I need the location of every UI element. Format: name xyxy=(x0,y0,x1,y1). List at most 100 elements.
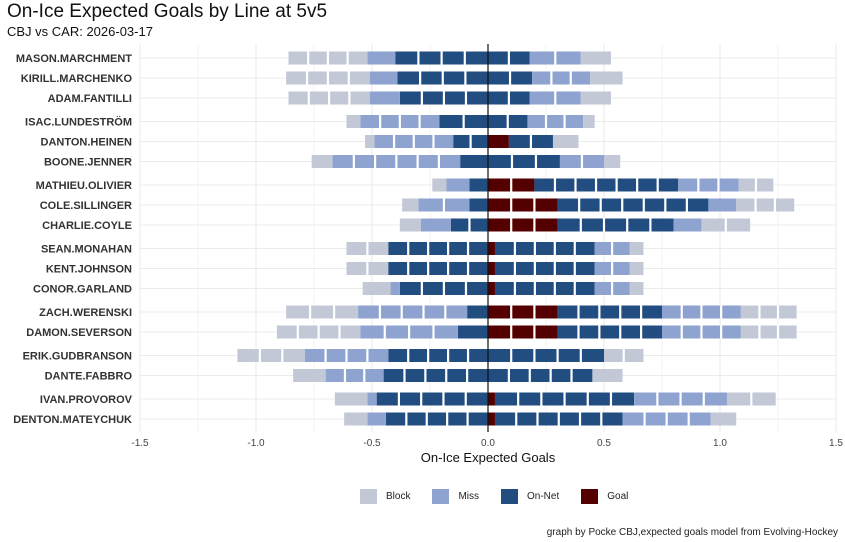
legend-label-miss: Miss xyxy=(458,491,480,502)
bar-against-miss-isac-lundeström xyxy=(360,115,440,128)
y-tick-label: KENT.JOHNSON xyxy=(46,264,132,276)
bar-for-onnet-charlie-coyle xyxy=(557,218,674,232)
bar-for-miss-charlie-coyle-fill xyxy=(673,218,702,232)
x-tick-label: -1.0 xyxy=(247,438,265,449)
y-tick-label: IVAN.PROVOROV xyxy=(40,394,133,406)
legend-item-goal: Goal xyxy=(581,489,628,504)
bar-against-block-kirill-marchenko xyxy=(286,71,370,85)
bar-against-miss-charlie-coyle xyxy=(420,218,451,232)
bar-for-goal-conor-garland xyxy=(488,282,495,295)
bar-against-onnet-kirill-marchenko xyxy=(397,71,488,85)
bar-against-block-ivan-provorov-fill xyxy=(334,392,368,406)
bar-for-goal-ivan-provorov xyxy=(488,392,495,406)
y-tick-label: KIRILL.MARCHENKO xyxy=(21,73,133,85)
bar-for-goal-kent-johnson xyxy=(488,262,495,275)
bar-for-onnet-mathieu-olivier-fill xyxy=(534,178,679,192)
bar-against-onnet-damon-severson xyxy=(457,325,488,339)
bar-for-miss-mathieu-olivier xyxy=(678,178,739,192)
bar-against-onnet-denton-mateychuk xyxy=(385,412,488,426)
bar-against-miss-mason-marchment-fill xyxy=(367,51,396,65)
bar-against-onnet-denton-mateychuk-fill xyxy=(385,412,488,426)
bar-for-block-ivan-provorov xyxy=(726,392,776,406)
bar-for-block-sean-monahan xyxy=(629,242,644,255)
bar-against-block-denton-mateychuk xyxy=(344,412,368,426)
bar-against-miss-kirill-marchenko xyxy=(369,71,398,85)
bar-for-block-dante-fabbro xyxy=(592,369,623,382)
bar-for-onnet-mathieu-olivier xyxy=(534,178,679,192)
bar-for-block-conor-garland xyxy=(629,282,644,295)
bar-against-miss-mathieu-olivier xyxy=(446,178,470,192)
y-tick-label: CHARLIE.COYLE xyxy=(42,220,132,232)
y-tick-label: ZACH.WERENSKI xyxy=(39,307,132,319)
bar-for-block-adam-fantilli xyxy=(580,91,611,105)
bar-against-block-isac-lundeström-fill xyxy=(346,115,361,128)
bar-against-block-dante-fabbro xyxy=(293,369,326,382)
bar-against-miss-erik-gudbranson xyxy=(304,349,389,362)
bar-for-onnet-dante-fabbro-fill xyxy=(488,369,593,382)
bar-for-miss-denton-mateychuk xyxy=(622,412,711,426)
bar-against-miss-mathieu-olivier-fill xyxy=(446,178,470,192)
bar-for-goal-damon-severson-fill xyxy=(488,325,558,339)
bar-for-miss-conor-garland xyxy=(594,282,630,295)
bar-for-block-kirill-marchenko xyxy=(590,71,623,85)
bar-against-miss-danton-heinen xyxy=(374,135,454,148)
bar-against-onnet-conor-garland xyxy=(399,282,488,295)
chart-subtitle: CBJ vs CAR: 2026-03-17 xyxy=(7,24,153,39)
bar-for-miss-ivan-provorov xyxy=(634,392,727,406)
bar-for-block-zach-werenski xyxy=(740,305,797,319)
bar-for-block-isac-lundeström-fill xyxy=(583,115,595,128)
y-tick-label: MASON.MARCHMENT xyxy=(16,53,132,65)
bar-against-onnet-dante-fabbro-fill xyxy=(383,369,488,382)
bar-against-block-cole-sillinger-fill xyxy=(402,198,419,212)
bar-for-onnet-boone-jenner xyxy=(488,155,560,168)
x-tick-label: 0.5 xyxy=(597,438,611,449)
bar-for-block-boone-jenner-fill xyxy=(604,155,621,168)
bar-for-onnet-sean-monahan xyxy=(494,242,595,255)
chart-title: On-Ice Expected Goals by Line at 5v5 xyxy=(7,1,328,22)
bar-for-block-kent-johnson xyxy=(629,262,644,275)
bar-for-goal-danton-heinen-fill xyxy=(488,135,509,148)
bar-against-miss-adam-fantilli-fill xyxy=(369,91,400,105)
y-tick-label: DENTON.MATEYCHUK xyxy=(13,414,132,426)
bar-against-block-ivan-provorov xyxy=(334,392,368,406)
bar-against-block-adam-fantilli xyxy=(288,91,370,105)
bar-for-goal-conor-garland-fill xyxy=(488,282,495,295)
bar-for-block-mathieu-olivier xyxy=(738,178,774,192)
bar-against-block-erik-gudbranson xyxy=(237,349,305,362)
bar-against-onnet-mathieu-olivier xyxy=(469,178,488,192)
bar-for-block-zach-werenski-fill xyxy=(740,305,797,319)
bar-against-onnet-danton-heinen xyxy=(453,135,488,148)
bar-for-onnet-isac-lundeström xyxy=(488,115,528,128)
bar-for-block-danton-heinen xyxy=(552,135,579,148)
legend-swatch-miss xyxy=(432,489,450,504)
bar-against-onnet-mathieu-olivier-fill xyxy=(469,178,488,192)
legend-swatch-block xyxy=(360,489,377,504)
bar-against-miss-damon-severson xyxy=(360,325,458,339)
x-tick-label: -0.5 xyxy=(363,438,381,449)
y-tick-label: ADAM.FANTILLI xyxy=(48,93,132,105)
bar-against-miss-conor-garland xyxy=(390,282,400,295)
bar-for-onnet-conor-garland-fill xyxy=(494,282,595,295)
bar-against-miss-denton-mateychuk xyxy=(367,412,386,426)
y-tick-label: SEAN.MONAHAN xyxy=(41,244,132,256)
y-tick-label: DAMON.SEVERSON xyxy=(26,327,132,339)
bar-for-miss-isac-lundeström xyxy=(527,115,584,128)
y-tick-label: COLE.SILLINGER xyxy=(40,200,132,212)
bar-against-block-mathieu-olivier xyxy=(432,178,447,192)
legend-swatch-on-net xyxy=(501,489,519,504)
bar-against-onnet-kent-johnson-fill xyxy=(388,262,488,275)
bar-for-block-erik-gudbranson xyxy=(604,349,644,362)
bar-against-onnet-cole-sillinger xyxy=(469,198,488,212)
bar-against-block-charlie-coyle-fill xyxy=(399,218,421,232)
bar-for-goal-denton-mateychuk xyxy=(488,412,495,426)
bar-for-miss-kirill-marchenko xyxy=(532,71,591,85)
y-tick-label: CONOR.GARLAND xyxy=(33,284,132,296)
bar-against-miss-zach-werenski xyxy=(358,305,468,319)
bar-for-onnet-damon-severson xyxy=(557,325,662,339)
bar-for-onnet-adam-fantilli xyxy=(488,91,530,105)
legend-item-block: Block xyxy=(360,489,410,504)
bar-for-block-mason-marchment xyxy=(580,51,611,65)
bar-against-block-kent-johnson xyxy=(346,262,389,275)
bar-against-onnet-isac-lundeström xyxy=(439,115,488,128)
